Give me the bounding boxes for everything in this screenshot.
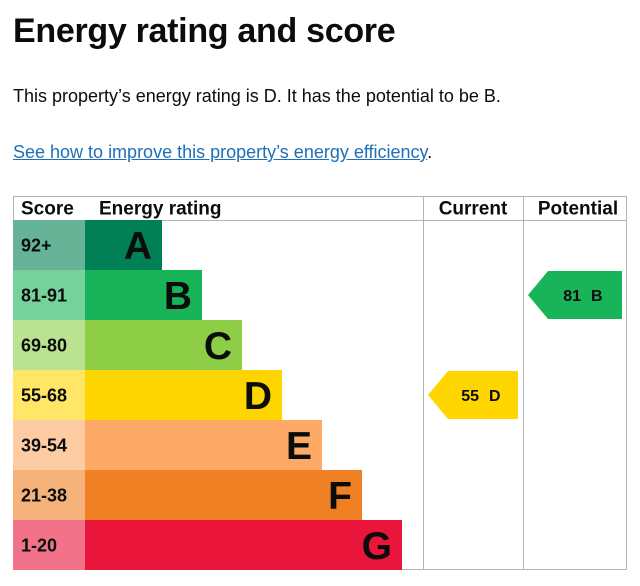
score-range-b: 81-91 bbox=[21, 286, 67, 306]
rating-letter-f: F bbox=[328, 475, 352, 518]
rating-markers: 55 D 81 B bbox=[428, 271, 622, 419]
score-cell-d bbox=[13, 370, 85, 420]
rating-band-a bbox=[85, 220, 162, 270]
potential-rating-arrow bbox=[528, 271, 622, 319]
energy-rating-column-header: Energy rating bbox=[99, 199, 221, 220]
score-cell-a bbox=[13, 220, 85, 270]
score-range-a: 92+ bbox=[21, 236, 52, 256]
current-column-header: Current bbox=[439, 199, 508, 220]
potential-column-header: Potential bbox=[538, 199, 618, 220]
rating-band-e bbox=[85, 420, 322, 470]
rating-letter-a: A bbox=[124, 225, 152, 268]
rating-summary: This property’s energy rating is D. It h… bbox=[13, 86, 501, 106]
current-rating-letter: D bbox=[489, 388, 501, 405]
current-rating-score: 55 bbox=[461, 388, 479, 405]
rating-bands: 92+ A 81-91 B 69-80 C 55-68 D 39-54 E 21-38 F 1-20 G bbox=[13, 220, 402, 570]
score-cell-g bbox=[13, 520, 85, 570]
score-cell-b bbox=[13, 270, 85, 320]
rating-letter-d: D bbox=[244, 375, 272, 418]
chart-headers: Score Energy rating Current Potential bbox=[21, 199, 618, 220]
rating-band-d bbox=[85, 370, 282, 420]
score-cell-f bbox=[13, 470, 85, 520]
improve-link-suffix: . bbox=[427, 142, 433, 162]
score-range-e: 39-54 bbox=[21, 436, 67, 456]
score-range-d: 55-68 bbox=[21, 386, 67, 406]
page-title: Energy rating and score bbox=[13, 12, 396, 50]
rating-letter-b: B bbox=[164, 275, 192, 318]
score-range-f: 21-38 bbox=[21, 486, 67, 506]
score-cell-c bbox=[13, 320, 85, 370]
potential-rating-score: 81 bbox=[563, 288, 581, 305]
rating-band-b bbox=[85, 270, 202, 320]
score-cell-e bbox=[13, 420, 85, 470]
potential-rating-letter: B bbox=[591, 288, 603, 305]
score-range-g: 1-20 bbox=[21, 536, 57, 556]
rating-band-f bbox=[85, 470, 362, 520]
rating-letter-g: G bbox=[362, 525, 392, 568]
score-range-c: 69-80 bbox=[21, 336, 67, 356]
rating-letter-e: E bbox=[286, 425, 312, 468]
score-column-header: Score bbox=[21, 199, 74, 220]
improve-efficiency-link[interactable]: See how to improve this property’s energ… bbox=[13, 142, 428, 162]
rating-band-g bbox=[85, 520, 402, 570]
rating-band-c bbox=[85, 320, 242, 370]
improve-paragraph: See how to improve this property’s energ… bbox=[13, 142, 432, 163]
current-rating-arrow bbox=[428, 371, 518, 419]
rating-letter-c: C bbox=[204, 325, 232, 368]
